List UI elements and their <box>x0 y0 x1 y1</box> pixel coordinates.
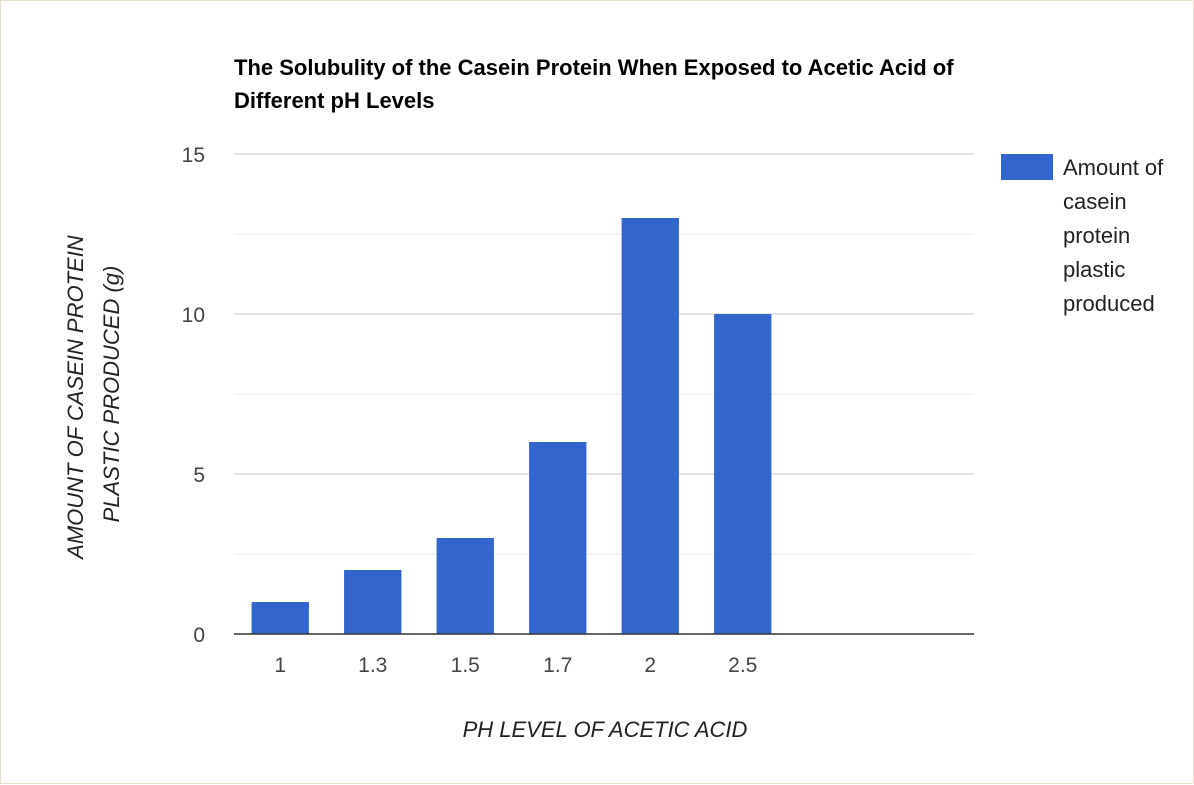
y-tick-label: 5 <box>193 464 205 487</box>
bar-2.5 <box>714 314 772 634</box>
y-tick-label: 15 <box>182 144 205 167</box>
bar-1.7 <box>529 442 587 634</box>
bar-1.3 <box>344 570 402 634</box>
y-tick-labels: 0 5 10 15 <box>182 144 205 647</box>
y-axis-title-line-1: AMOUNT OF CASEIN PROTEIN <box>63 235 88 561</box>
x-tick-label: 1.7 <box>543 654 572 677</box>
x-tick-label: 2.5 <box>728 654 757 677</box>
x-tick-label: 1.3 <box>358 654 387 677</box>
legend-label: Amount of casein protein plastic produce… <box>1063 155 1164 316</box>
y-axis-title: AMOUNT OF CASEIN PROTEIN PLASTIC PRODUCE… <box>63 229 124 561</box>
chart-title: The Solubulity of the Casein Protein Whe… <box>234 55 954 113</box>
y-tick-label: 0 <box>193 624 205 647</box>
bars <box>251 218 772 634</box>
bar-1 <box>251 602 309 634</box>
x-tick-label: 2 <box>644 654 656 677</box>
grid-lines <box>234 153 974 555</box>
bar-2 <box>621 218 679 634</box>
bar-1.5 <box>436 538 494 634</box>
x-axis-title: PH LEVEL OF ACETIC ACID <box>463 717 748 742</box>
x-tick-labels: 1 1.3 1.5 1.7 2 2.5 <box>274 654 757 677</box>
legend-swatch <box>1001 154 1053 180</box>
y-axis-title-line-2: PLASTIC PRODUCED (g) <box>99 266 124 523</box>
x-tick-label: 1 <box>274 654 286 677</box>
x-tick-label: 1.5 <box>451 654 480 677</box>
y-tick-label: 10 <box>182 304 205 327</box>
